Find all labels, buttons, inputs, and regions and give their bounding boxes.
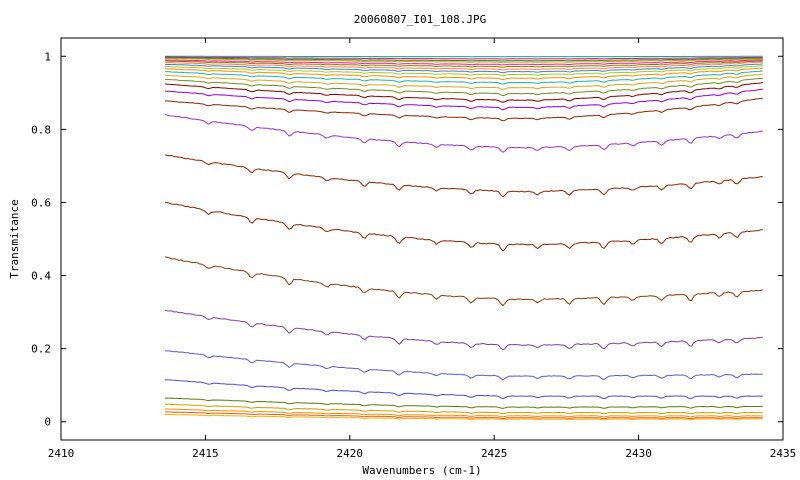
transmittance-series-7 [164, 61, 763, 71]
transmittance-series-27 [165, 411, 763, 420]
y-axis-label: Transmitance [8, 199, 21, 278]
transmittance-series-3 [164, 57, 763, 62]
x-tick-label: 2410 [48, 447, 75, 460]
transmittance-series-20 [164, 256, 763, 307]
transmittance-series-23 [165, 379, 763, 400]
x-tick-label: 2430 [625, 447, 652, 460]
x-axis-label: Wavenumbers (cm-1) [362, 464, 481, 477]
transmittance-series-24 [164, 397, 763, 409]
transmittance-series-17 [164, 114, 763, 153]
transmittance-series-14 [164, 82, 763, 103]
y-tick-label: 0.4 [31, 270, 51, 283]
transmittance-series-8 [164, 63, 763, 74]
transmittance-series-9 [164, 65, 763, 77]
x-tick-label: 2425 [481, 447, 508, 460]
y-tick-label: 1 [44, 50, 51, 63]
transmittance-series-18 [164, 154, 763, 198]
transmittance-series-2 [165, 56, 763, 60]
transmittance-series-28 [164, 413, 763, 421]
x-tick-label: 2420 [337, 447, 364, 460]
y-axis: 0 0.2 0.4 0.6 0.8 1 [31, 50, 783, 429]
transmittance-series-12 [165, 73, 763, 90]
transmittance-series-5 [164, 59, 763, 66]
transmittance-series-26 [164, 408, 763, 418]
transmittance-series-6 [165, 60, 763, 68]
transmittance-series-11 [165, 70, 763, 85]
x-tick-label: 2415 [192, 447, 219, 460]
y-tick-label: 0 [44, 416, 51, 429]
transmittance-series-19 [164, 201, 763, 252]
chart-title: 20060807_I01_108.JPG [354, 13, 486, 26]
x-axis: 2410 2415 2420 2425 2430 2435 [48, 38, 797, 460]
transmittance-series-15 [164, 88, 763, 111]
y-tick-label: 0.2 [31, 343, 51, 356]
transmittance-series-4 [165, 58, 763, 64]
transmittance-series-22 [164, 350, 763, 381]
series-layer [164, 55, 763, 421]
x-tick-label: 2435 [770, 447, 797, 460]
transmittance-series-21 [164, 309, 763, 351]
y-tick-label: 0.8 [31, 123, 51, 136]
transmittance-series-16 [164, 97, 763, 122]
plot-frame [60, 37, 784, 441]
transmittance-series-10 [164, 67, 763, 81]
y-tick-label: 0.6 [31, 196, 51, 209]
transmittance-series-13 [164, 77, 763, 97]
transmittance-series-25 [164, 403, 763, 415]
